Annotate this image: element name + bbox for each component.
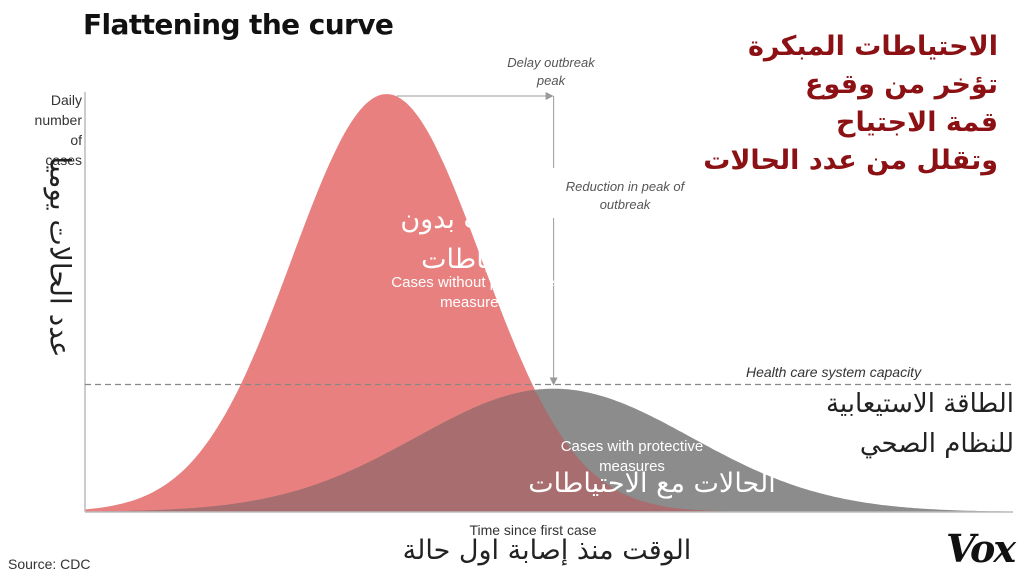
- area-without-measures: [85, 94, 1013, 512]
- delay-arrowhead: [545, 92, 554, 100]
- capacity-label-arabic-line: للنظام الصحي: [859, 429, 1014, 459]
- arabic-note-line: قمة الاجتياح: [835, 107, 998, 138]
- reduction-annotation: Reduction in peak of outbreak: [550, 178, 700, 214]
- y-axis-label-line: number of: [34, 112, 82, 148]
- x-axis-label: Time since first case: [469, 522, 597, 538]
- capacity-label-arabic-line: الطاقة الاستيعابية: [825, 389, 1014, 419]
- arabic-note-line: وتقلل من عدد الحالات: [703, 145, 998, 176]
- delay-annotation-line: Delay outbreak: [507, 55, 595, 70]
- source-note: Source: CDC: [8, 556, 91, 572]
- area-overlap: [85, 390, 1013, 512]
- vox-logo: Vox: [946, 526, 1016, 571]
- x-axis-label-arabic: الوقت منذ إصابة اول حالة: [402, 535, 692, 566]
- without-measures-label-arabic-line: الحالات بدون: [400, 204, 546, 235]
- reduction-annotation-line: Reduction in peak of: [565, 179, 685, 194]
- y-axis-label-arabic: عدد الحالات يوميا: [43, 156, 77, 358]
- delay-annotation-line: peak: [536, 73, 566, 88]
- reduction-arrowhead: [549, 377, 558, 386]
- y-axis-label-line: Daily: [50, 92, 82, 108]
- arabic-note-line: تؤخر من وقوع: [805, 69, 998, 100]
- delay-annotation: Delay outbreak peak: [496, 54, 606, 90]
- y-axis-label-line: cases: [45, 152, 82, 168]
- arabic-note-line: الاحتياطات المبكرة: [747, 31, 998, 62]
- without-measures-label-arabic-line: احتياطات: [421, 244, 525, 275]
- with-measures-label-arabic: الحالات مع الاحتياطات: [528, 468, 776, 499]
- capacity-label-arabic: الطاقة الاستيعابية للنظام الصحي: [734, 384, 1014, 464]
- capacity-label: Health care system capacity: [746, 364, 922, 380]
- reduction-annotation-line: outbreak: [599, 197, 651, 212]
- without-measures-label-arabic: الحالات بدون احتياطات: [383, 200, 563, 280]
- y-axis-label: Daily number of cases: [30, 90, 82, 170]
- arabic-note: الاحتياطات المبكرة تؤخر من وقوع قمة الاج…: [668, 28, 998, 180]
- chart-title: Flattening the curve: [83, 8, 394, 41]
- with-measures-label: Cases with protective measures: [560, 438, 704, 475]
- without-measures-label: Cases without protective measures: [391, 274, 555, 311]
